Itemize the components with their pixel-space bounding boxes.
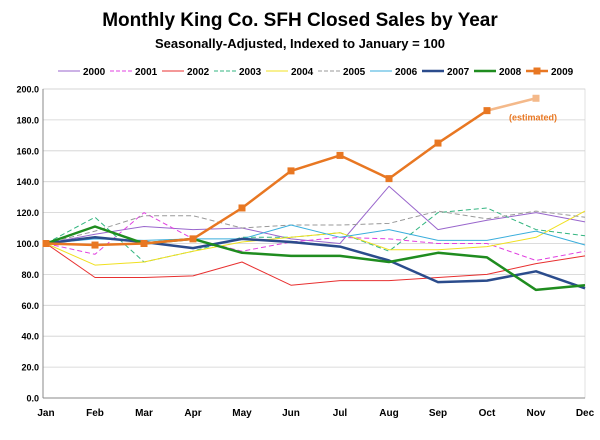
x-tick-label: Feb xyxy=(86,408,104,419)
legend-label-2003: 2003 xyxy=(239,67,262,78)
data-point-2009 xyxy=(434,139,442,147)
y-tick-label: 100.0 xyxy=(16,239,39,249)
y-tick-label: 0.0 xyxy=(26,394,39,404)
x-tick-label: Oct xyxy=(479,408,496,419)
y-tick-label: 160.0 xyxy=(16,146,39,156)
legend-item-2002: 2002 xyxy=(162,67,210,78)
series-lines xyxy=(42,94,586,292)
legend: 2000 2001 2002 2003 2004 2005 2006 2007 2008 2009 xyxy=(58,67,574,78)
series-line-2002 xyxy=(45,243,586,286)
legend-item-2006: 2006 xyxy=(370,67,418,78)
legend-item-2008: 2008 xyxy=(474,67,522,78)
legend-label-2005: 2005 xyxy=(343,67,366,78)
y-tick-label: 140.0 xyxy=(16,177,39,187)
legend-label-2009: 2009 xyxy=(551,67,574,78)
x-tick-label: Apr xyxy=(184,408,201,419)
data-point-2009 xyxy=(483,107,491,115)
x-tick-label: Dec xyxy=(576,408,595,419)
legend-marker-2009 xyxy=(533,67,541,75)
x-tick-label: Mar xyxy=(135,408,153,419)
legend-item-2009: 2009 xyxy=(526,67,574,78)
y-tick-label: 20.0 xyxy=(21,363,39,373)
y-tick-label: 40.0 xyxy=(21,332,39,342)
series-line-2008 xyxy=(45,225,586,292)
legend-label-2000: 2000 xyxy=(83,67,106,78)
estimated-annotation: (estimated) xyxy=(509,112,557,122)
legend-item-2005: 2005 xyxy=(318,67,366,78)
axes: 0.0 20.0 40.0 60.0 80.0 100.0 120.0 140.0 160.0 1… xyxy=(16,85,594,420)
data-point-2009 xyxy=(189,235,197,243)
data-point-2009 xyxy=(140,240,148,247)
y-tick-label: 60.0 xyxy=(21,301,39,311)
data-point-2009 xyxy=(42,240,50,247)
chart-subtitle: Seasonally-Adjusted, Indexed to January … xyxy=(155,36,445,51)
data-point-2009 xyxy=(287,167,295,175)
x-tick-label: May xyxy=(232,408,252,419)
x-tick-label: Jul xyxy=(333,408,348,419)
chart-title: Monthly King Co. SFH Closed Sales by Yea… xyxy=(102,10,498,31)
y-tick-label: 200.0 xyxy=(16,85,39,95)
legend-label-2004: 2004 xyxy=(291,67,314,78)
data-point-2009 xyxy=(238,204,246,212)
data-point-2009 xyxy=(532,94,540,102)
data-point-2009 xyxy=(336,151,344,159)
legend-item-2000: 2000 xyxy=(58,67,106,78)
legend-label-2007: 2007 xyxy=(447,67,470,78)
legend-item-2007: 2007 xyxy=(422,67,470,78)
legend-label-2008: 2008 xyxy=(499,67,522,78)
series-line-2009-estimated xyxy=(486,97,537,112)
legend-item-2004: 2004 xyxy=(266,67,314,78)
data-point-2009 xyxy=(91,241,99,249)
series-line-2009 xyxy=(45,109,488,247)
legend-item-2001: 2001 xyxy=(110,67,158,78)
legend-item-2003: 2003 xyxy=(214,67,262,78)
x-tick-label: Jun xyxy=(282,408,300,419)
x-tick-label: Nov xyxy=(527,408,546,419)
x-tick-label: Aug xyxy=(379,408,398,419)
legend-label-2006: 2006 xyxy=(395,67,418,78)
legend-label-2001: 2001 xyxy=(135,67,158,78)
series-line-2004 xyxy=(45,210,586,266)
legend-label-2002: 2002 xyxy=(187,67,210,78)
x-tick-label: Jan xyxy=(37,408,54,419)
y-tick-label: 180.0 xyxy=(16,115,39,125)
series-line-2005 xyxy=(45,210,586,244)
series-line-2000 xyxy=(45,185,586,244)
series-line-2001 xyxy=(45,212,586,261)
gridlines xyxy=(43,88,585,368)
y-tick-label: 120.0 xyxy=(16,208,39,218)
x-tick-label: Sep xyxy=(429,408,447,419)
data-point-2009 xyxy=(385,175,393,183)
y-tick-label: 80.0 xyxy=(21,270,39,280)
